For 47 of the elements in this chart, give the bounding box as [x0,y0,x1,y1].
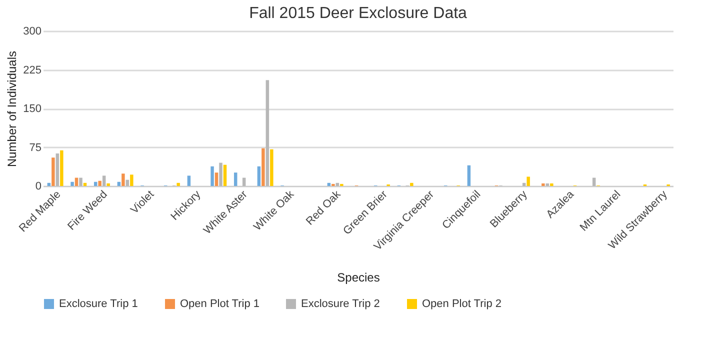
bar [234,172,238,186]
bar [223,164,227,186]
bar [83,182,87,186]
y-axis-title: Number of Individuals [5,50,20,168]
bar [106,183,110,186]
bar [56,153,60,186]
bar [102,176,106,186]
bar [52,158,55,186]
bar [257,166,261,186]
legend-label: Exclosure Trip 1 [59,298,138,310]
bar [70,182,74,186]
bar [522,182,526,186]
bar [122,174,125,186]
bar [336,182,340,186]
bar [60,150,64,186]
y-tick-label: 0 [35,180,42,192]
x-axis-title: Species [337,270,380,284]
bar [74,178,78,186]
bar [187,176,191,186]
bar [542,183,545,186]
bar [410,182,414,186]
bar [130,174,134,186]
y-tick-label: 225 [23,64,42,76]
chart-title: Fall 2015 Deer Exclosure Data [249,5,468,22]
bar [126,180,130,186]
bar [176,182,180,186]
bar [467,165,471,186]
y-tick-label: 150 [23,103,42,115]
bar [98,180,102,186]
legend-label: Exclosure Trip 2 [301,298,380,310]
bar [270,149,274,186]
bar [327,182,331,186]
bar [79,178,82,186]
bar [262,148,265,186]
bar [266,80,270,186]
bar [526,176,530,186]
y-tick-label: 75 [29,142,42,154]
bar [214,172,218,186]
bar [219,162,222,186]
bar [592,178,596,186]
bar [550,183,554,186]
bar [242,178,246,186]
legend-label: Open Plot Trip 2 [422,298,502,310]
bar [210,166,214,186]
y-tick-label: 300 [23,26,42,38]
legend-label: Open Plot Trip 1 [180,298,260,310]
bar [47,182,51,186]
